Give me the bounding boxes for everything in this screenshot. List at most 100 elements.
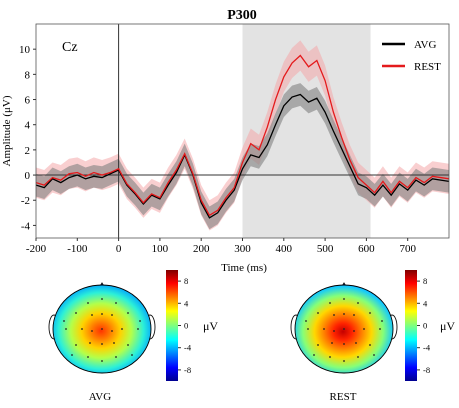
chart-title: P300 xyxy=(227,8,257,23)
electrode-dot xyxy=(333,330,335,332)
channel-label: Cz xyxy=(62,40,78,55)
colorbar-tick-label: 4 xyxy=(184,298,189,308)
x-tick-label: 300 xyxy=(234,243,251,255)
legend: AVG REST xyxy=(382,39,441,73)
electrode-dot xyxy=(353,330,355,332)
electrode-dot xyxy=(81,328,83,330)
confidence-band-rest xyxy=(36,40,449,231)
electrode-dot xyxy=(317,312,319,314)
electrode-dot xyxy=(87,356,89,358)
electrode-dot xyxy=(343,313,345,315)
electrode-dot xyxy=(329,302,331,304)
x-tick-label: 200 xyxy=(193,243,210,255)
legend-label-rest: REST xyxy=(414,61,441,73)
electrode-dot xyxy=(89,342,91,344)
electrode-dot xyxy=(369,312,371,314)
electrode-dot xyxy=(317,344,319,346)
colorbar-tick-label: -8 xyxy=(423,365,430,375)
colorbar-tick-label: -4 xyxy=(423,343,431,353)
electrode-dot xyxy=(115,356,117,358)
electrode-dot xyxy=(91,314,93,316)
electrode-dot xyxy=(373,354,375,356)
electrode-dot xyxy=(127,312,129,314)
y-tick-label: -2 xyxy=(21,195,30,207)
x-tick-label: 500 xyxy=(317,243,334,255)
electrode-dot xyxy=(369,344,371,346)
x-tick-label: 600 xyxy=(358,243,375,255)
colorbar-tick-label: -8 xyxy=(184,365,191,375)
electrode-dot xyxy=(113,342,115,344)
electrode-dot xyxy=(379,328,381,330)
colorbar-tick-label: 8 xyxy=(423,276,427,286)
y-tick-label: 2 xyxy=(25,145,31,157)
electrode-dot xyxy=(313,354,315,356)
electrode-dot xyxy=(91,330,93,332)
y-axis-label: Amplitude (μV) xyxy=(1,95,13,166)
colorbar-unit: μV xyxy=(440,319,455,333)
electrode-dot xyxy=(101,343,103,345)
series-line-rest xyxy=(36,54,449,217)
erp-line-chart: P300 -200 -100 0 100 200 300 400 500 600 700 -4-2… xyxy=(1,8,450,274)
electrode-dot xyxy=(355,342,357,344)
y-tick-label: 6 xyxy=(25,95,31,107)
electrode-dot xyxy=(357,302,359,304)
electrode-dot xyxy=(71,354,73,356)
electrode-dot xyxy=(101,313,103,315)
electrode-dot xyxy=(343,343,345,345)
colorbar-tick-label: 4 xyxy=(423,298,428,308)
topomap-avg: AVG 8 4 0 -4 -8 μV xyxy=(48,270,218,403)
colorbar xyxy=(166,270,178,381)
x-tick-label: -200 xyxy=(26,243,47,255)
legend-label-avg: AVG xyxy=(414,39,436,51)
electrode-dot xyxy=(323,328,325,330)
electrode-dot xyxy=(111,330,113,332)
colorbar-tick-label: 0 xyxy=(184,321,188,331)
electrode-dot xyxy=(343,328,345,330)
x-axis-label: Time (ms) xyxy=(221,262,267,274)
electrode-dot xyxy=(305,320,307,322)
series-line-avg xyxy=(36,93,449,219)
x-tick-label: -100 xyxy=(67,243,88,255)
electrode-dot xyxy=(353,314,355,316)
electrode-dot xyxy=(87,302,89,304)
confidence-band-avg xyxy=(36,83,449,230)
electrode-dot xyxy=(357,356,359,358)
electrode-dot xyxy=(343,360,345,362)
x-tick-label: 0 xyxy=(116,243,122,255)
electrode-dot xyxy=(329,356,331,358)
topomap-label: AVG xyxy=(89,391,111,403)
electrode-markers xyxy=(305,298,383,362)
electrode-dot xyxy=(343,298,345,300)
electrode-markers xyxy=(63,298,141,362)
electrode-dot xyxy=(307,328,309,330)
y-tick-label: 10 xyxy=(19,44,31,56)
x-tick-label: 700 xyxy=(399,243,416,255)
electrode-dot xyxy=(65,328,67,330)
electrode-dot xyxy=(121,328,123,330)
electrode-dot xyxy=(75,344,77,346)
colorbar-tick-label: 8 xyxy=(184,276,188,286)
electrode-dot xyxy=(331,342,333,344)
electrode-dot xyxy=(381,320,383,322)
colorbar-tick-label: 0 xyxy=(423,321,427,331)
colorbar-unit: μV xyxy=(203,319,218,333)
electrode-dot xyxy=(111,314,113,316)
topomap-label: REST xyxy=(330,391,357,403)
electrode-dot xyxy=(115,302,117,304)
electrode-dot xyxy=(101,328,103,330)
y-tick-label: 4 xyxy=(25,120,31,132)
topomap-rest: REST 8 4 0 -4 -8 μV xyxy=(290,270,455,403)
electrode-dot xyxy=(139,320,141,322)
electrode-dot xyxy=(75,312,77,314)
electrode-dot xyxy=(131,354,133,356)
electrode-dot xyxy=(127,344,129,346)
x-tick-label: 100 xyxy=(152,243,169,255)
y-tick-label: 8 xyxy=(25,69,31,81)
y-tick-label: 0 xyxy=(25,170,31,182)
electrode-dot xyxy=(363,328,365,330)
electrode-dot xyxy=(63,320,65,322)
colorbar-tick-label: -4 xyxy=(184,343,192,353)
electrode-dot xyxy=(137,328,139,330)
electrode-dot xyxy=(333,314,335,316)
